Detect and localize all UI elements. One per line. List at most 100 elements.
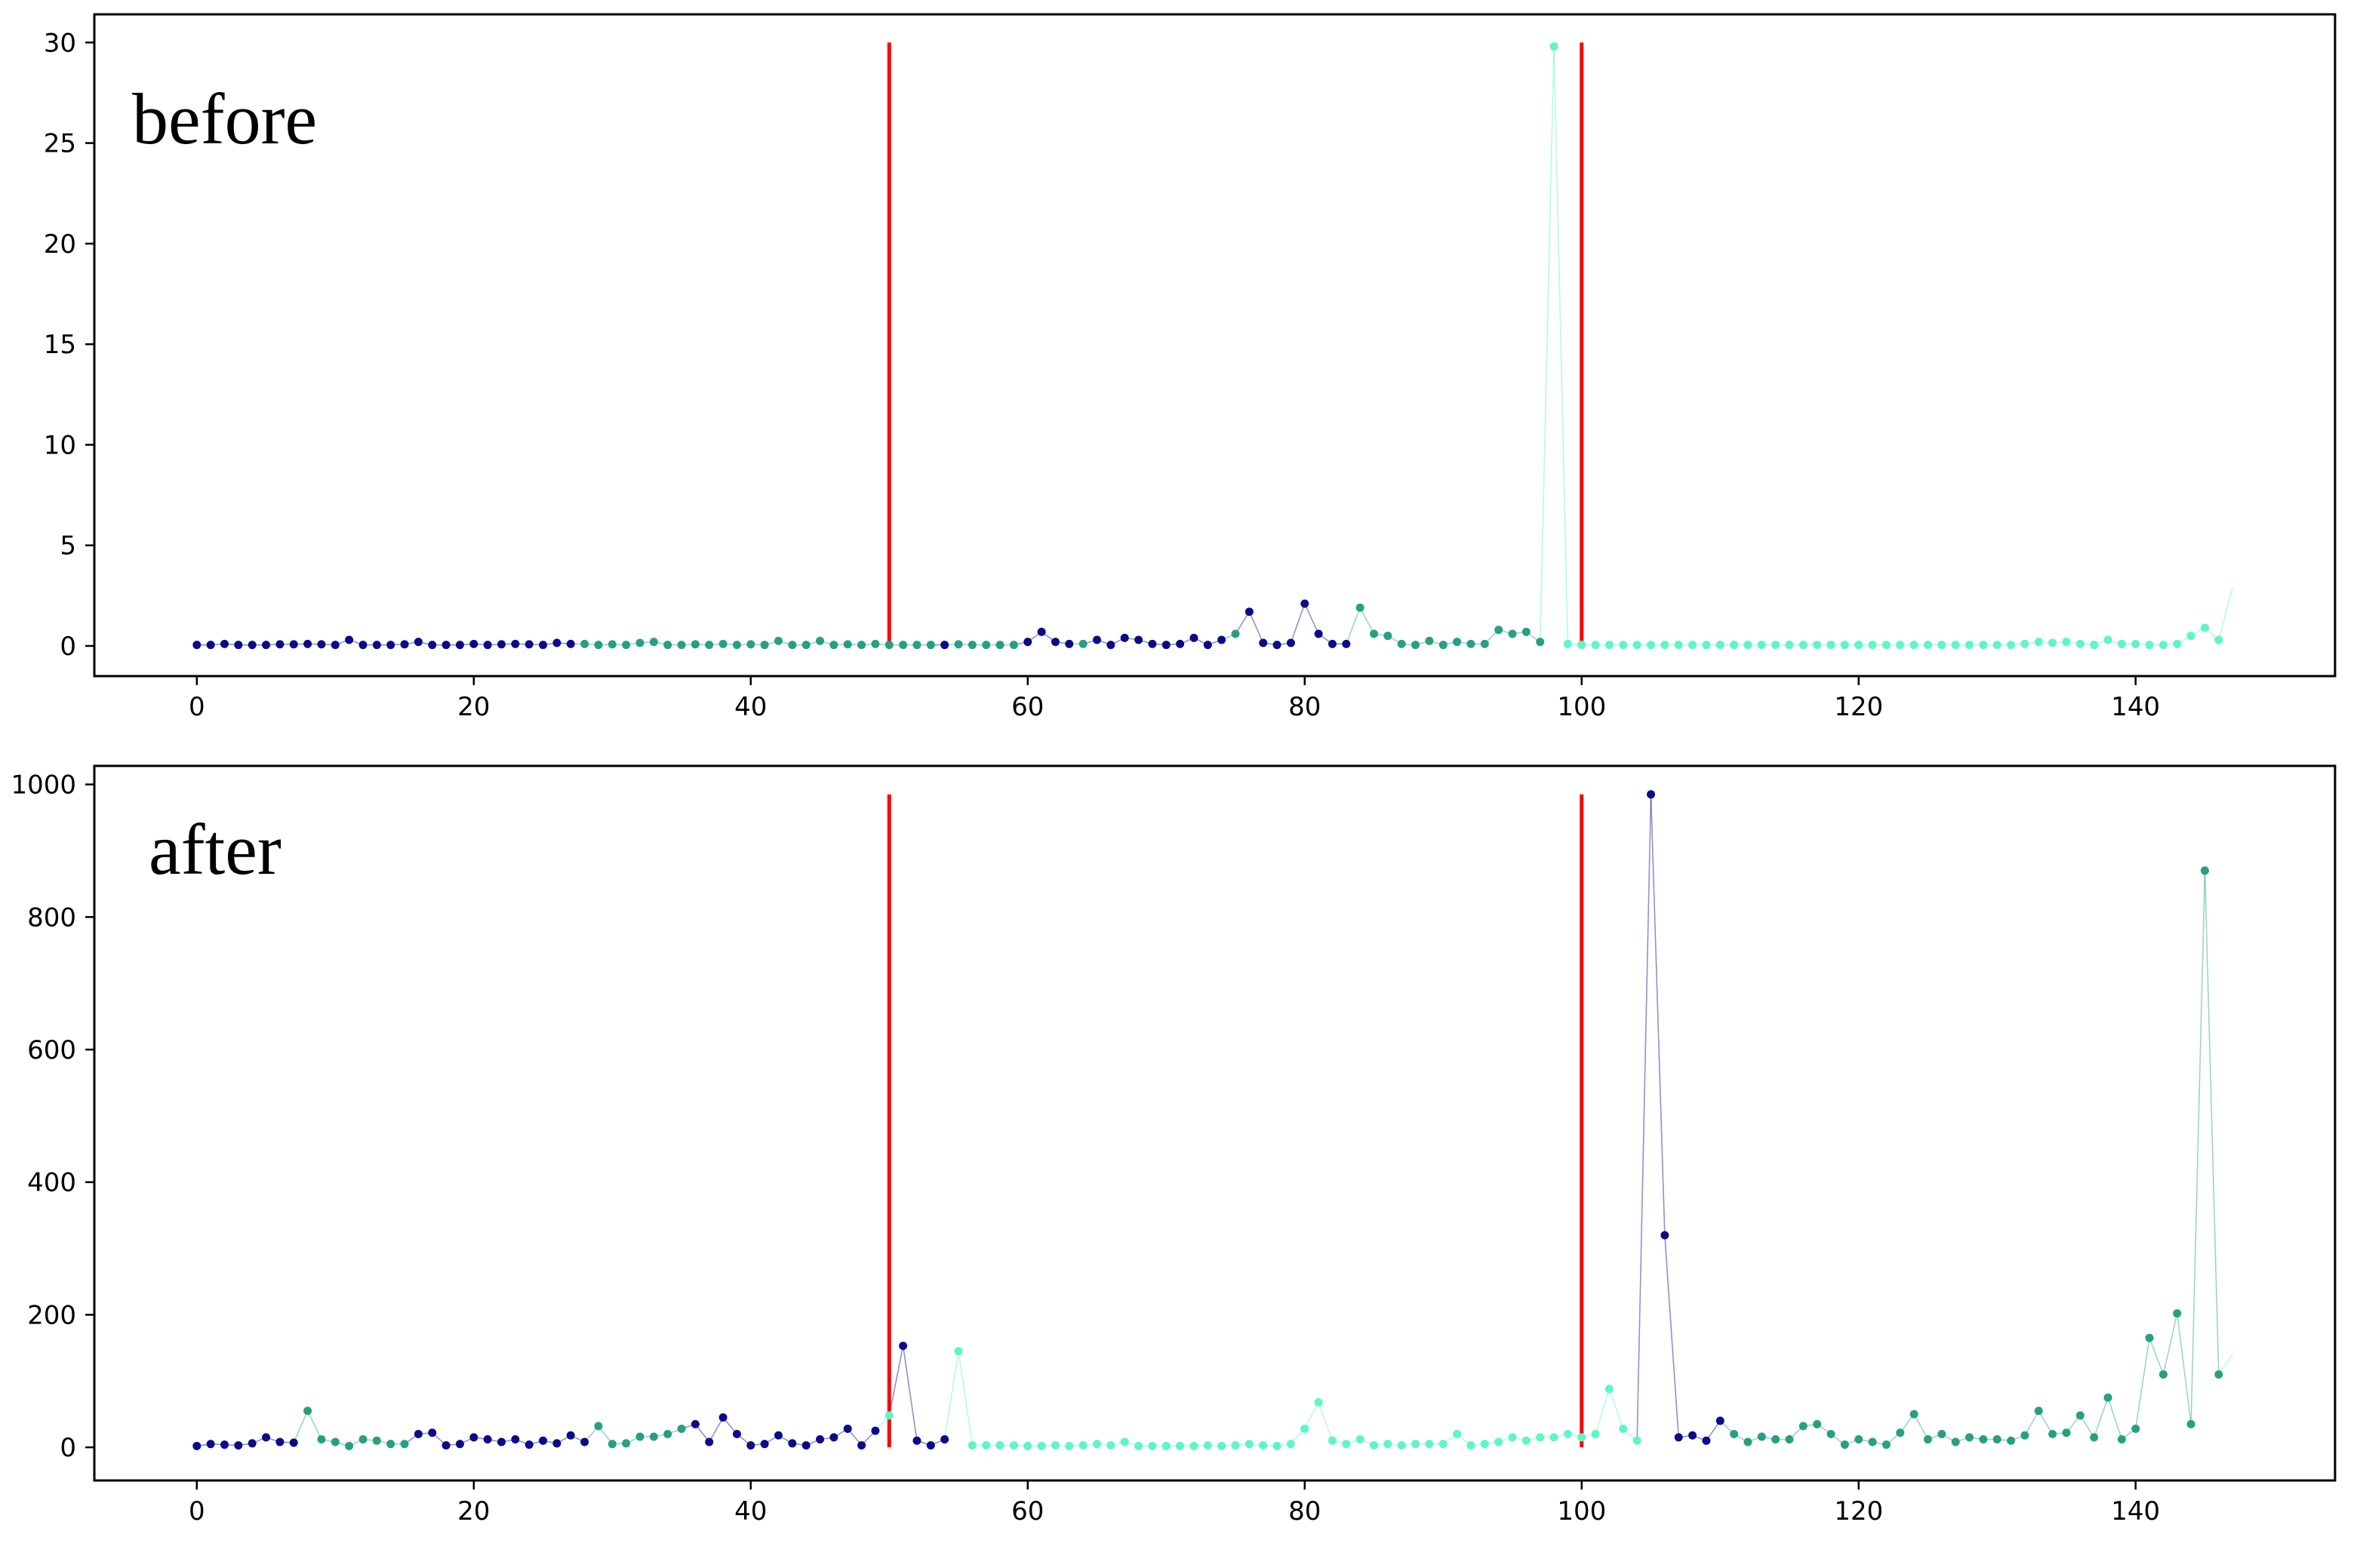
data-point xyxy=(732,1430,741,1439)
data-point xyxy=(1425,1440,1434,1449)
data-point xyxy=(2007,641,2016,650)
data-point xyxy=(2201,866,2210,875)
data-point xyxy=(1383,1440,1392,1449)
data-point xyxy=(497,640,506,649)
data-point xyxy=(774,636,783,645)
data-point xyxy=(1881,1440,1891,1450)
data-point xyxy=(1771,1435,1780,1444)
data-point xyxy=(1508,629,1517,638)
data-point xyxy=(1176,1441,1185,1450)
data-point xyxy=(1355,1435,1364,1444)
connecting-segment xyxy=(888,1345,904,1416)
connecting-segment xyxy=(1636,794,1652,1441)
y-tick-label: 15 xyxy=(44,330,76,360)
data-point xyxy=(1965,641,1974,650)
data-point xyxy=(940,1435,949,1444)
data-point xyxy=(1494,626,1503,635)
data-point xyxy=(1909,641,1918,650)
data-point xyxy=(1771,641,1780,650)
data-point xyxy=(1134,635,1143,644)
data-point xyxy=(2075,1411,2084,1420)
data-point xyxy=(511,1435,520,1444)
data-point xyxy=(1549,1433,1558,1442)
data-point xyxy=(1480,1440,1489,1449)
x-tick-label: 20 xyxy=(457,1496,490,1526)
connecting-segment xyxy=(902,1345,918,1441)
data-point xyxy=(1314,629,1323,638)
data-point xyxy=(705,1437,714,1447)
data-point xyxy=(1785,1435,1794,1444)
data-point xyxy=(622,1439,631,1448)
data-point xyxy=(635,1432,645,1441)
data-point xyxy=(2090,641,2099,650)
data-point xyxy=(1951,641,1960,650)
data-point xyxy=(691,640,700,649)
connecting-segment xyxy=(943,1351,959,1440)
data-point xyxy=(1093,635,1102,644)
data-point xyxy=(912,641,921,650)
data-point xyxy=(220,1440,229,1450)
data-point xyxy=(192,1441,202,1450)
data-point xyxy=(552,638,561,647)
connecting-segment xyxy=(2177,1313,2192,1425)
data-point xyxy=(1272,641,1281,650)
data-point xyxy=(1937,641,1946,650)
data-point xyxy=(1065,1441,1074,1450)
data-point xyxy=(2173,1309,2182,1318)
data-point xyxy=(968,641,977,650)
data-point xyxy=(1314,1397,1323,1407)
data-point xyxy=(1244,607,1254,616)
connecting-segment xyxy=(2093,1397,2109,1438)
connecting-segment xyxy=(1650,794,1666,1235)
data-point xyxy=(608,640,617,649)
data-point xyxy=(1286,1440,1295,1449)
data-point xyxy=(1051,638,1060,647)
after-connecting-lines xyxy=(196,794,2233,1447)
data-point xyxy=(455,641,464,650)
data-point xyxy=(1466,639,1475,648)
connecting-segment xyxy=(709,1417,724,1443)
data-point xyxy=(1798,1422,1808,1431)
data-point xyxy=(1453,638,1462,647)
data-point xyxy=(1757,1432,1766,1441)
data-point xyxy=(400,640,409,649)
data-point xyxy=(1924,641,1933,650)
data-point xyxy=(1798,641,1808,650)
data-point xyxy=(1881,641,1891,650)
data-point xyxy=(2214,1370,2223,1379)
data-point xyxy=(1840,641,1849,650)
data-point xyxy=(732,641,741,650)
data-point xyxy=(594,1422,603,1431)
data-point xyxy=(539,1436,548,1445)
connecting-segment xyxy=(958,1351,974,1446)
data-point xyxy=(871,639,880,648)
data-point xyxy=(2062,1428,2071,1437)
connecting-segment xyxy=(1290,603,1306,644)
data-point xyxy=(1702,1436,1711,1445)
data-point xyxy=(1037,1441,1046,1450)
data-point xyxy=(372,641,381,650)
data-point xyxy=(2117,1435,2126,1444)
data-point xyxy=(926,641,935,650)
connecting-segment xyxy=(1304,1401,1319,1429)
x-tick-label: 80 xyxy=(1288,1496,1321,1526)
x-tick-label: 80 xyxy=(1288,692,1321,722)
after-split-lines xyxy=(887,794,1584,1448)
data-point xyxy=(926,1440,935,1450)
data-point xyxy=(1896,1428,1905,1437)
data-point xyxy=(1244,1440,1254,1449)
data-point xyxy=(1757,641,1766,650)
data-point xyxy=(1632,641,1641,650)
data-point xyxy=(1647,641,1656,650)
after-x-axis: 0 20 40 60 80 100 120 140 xyxy=(189,1480,2160,1526)
x-tick-label: 140 xyxy=(2111,1496,2160,1526)
data-point xyxy=(400,1440,409,1449)
data-point xyxy=(1328,639,1337,648)
data-point xyxy=(995,1440,1005,1450)
data-point xyxy=(816,636,825,645)
data-point xyxy=(2007,1436,2016,1445)
data-point xyxy=(1438,641,1448,650)
data-point xyxy=(566,639,575,648)
data-point xyxy=(1521,627,1531,636)
data-point xyxy=(192,641,202,650)
